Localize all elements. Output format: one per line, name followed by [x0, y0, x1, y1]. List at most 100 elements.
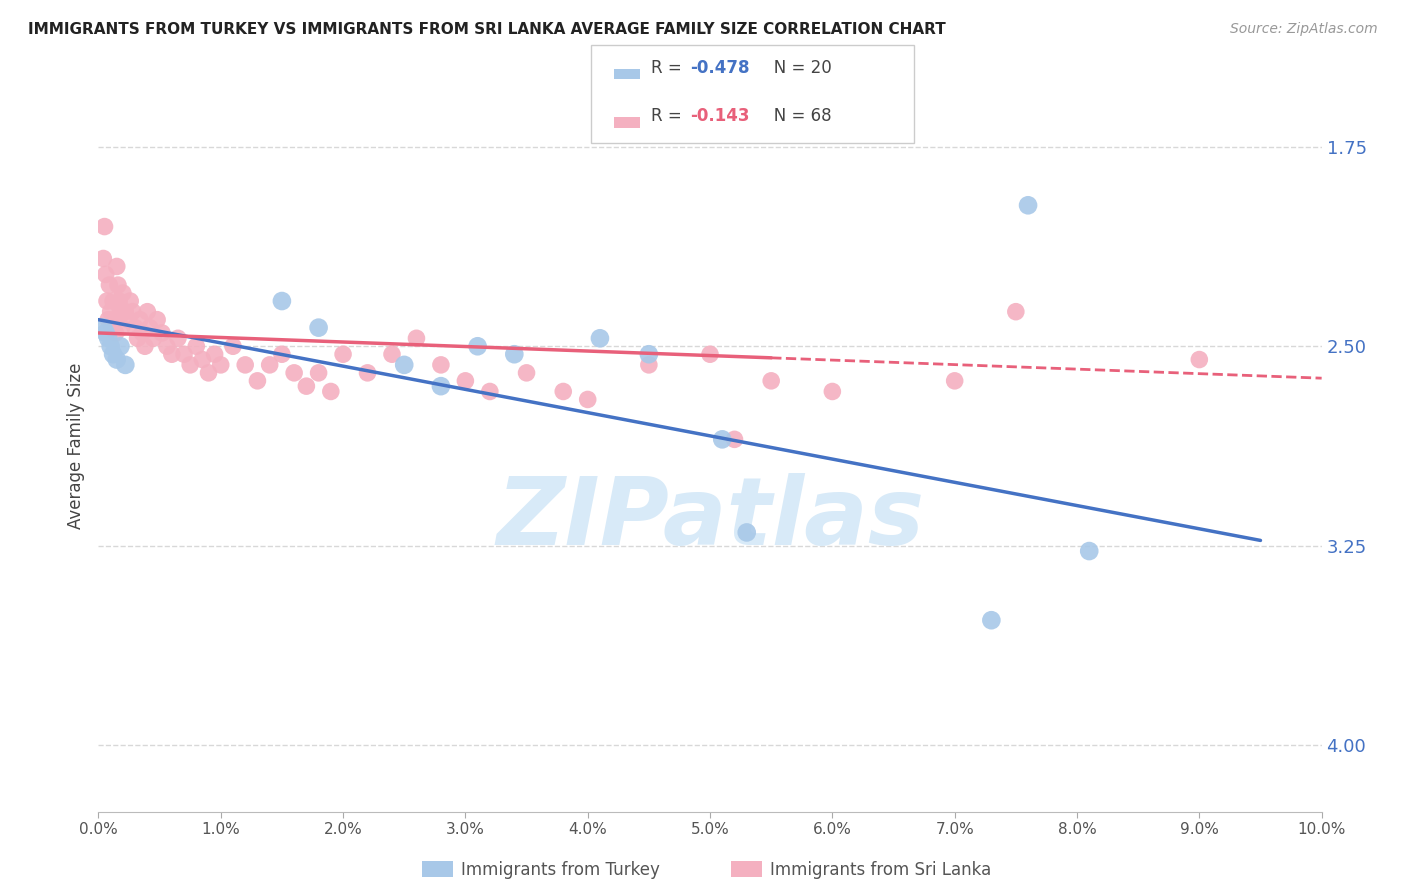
Point — [638, 347, 661, 361]
Text: Immigrants from Sri Lanka: Immigrants from Sri Lanka — [770, 861, 991, 879]
Point — [186, 339, 208, 353]
Point — [150, 326, 173, 340]
Point — [209, 358, 232, 372]
Text: N = 68: N = 68 — [758, 107, 831, 125]
Point — [107, 278, 129, 293]
Point — [711, 433, 734, 447]
Point — [503, 347, 526, 361]
Point — [101, 293, 124, 308]
Point — [283, 366, 305, 380]
Point — [121, 304, 143, 318]
Point — [139, 320, 162, 334]
Point — [94, 268, 117, 282]
Point — [114, 304, 136, 318]
Point — [173, 347, 195, 361]
Point — [142, 331, 165, 345]
Point — [100, 304, 122, 318]
Point — [114, 358, 136, 372]
Point — [156, 339, 179, 353]
Point — [295, 379, 318, 393]
Point — [1078, 544, 1101, 558]
Point — [308, 320, 330, 334]
Point — [167, 331, 190, 345]
Point — [91, 320, 114, 334]
Point — [98, 278, 121, 293]
Text: N = 20: N = 20 — [758, 59, 831, 77]
Text: Immigrants from Turkey: Immigrants from Turkey — [461, 861, 659, 879]
Point — [553, 384, 575, 399]
Point — [699, 347, 721, 361]
Point — [110, 339, 132, 353]
Point — [356, 366, 378, 380]
Point — [270, 293, 294, 308]
Point — [179, 358, 201, 372]
Point — [516, 366, 538, 380]
Text: -0.478: -0.478 — [690, 59, 749, 77]
Point — [332, 347, 354, 361]
Text: IMMIGRANTS FROM TURKEY VS IMMIGRANTS FROM SRI LANKA AVERAGE FAMILY SIZE CORRELAT: IMMIGRANTS FROM TURKEY VS IMMIGRANTS FRO… — [28, 22, 946, 37]
Point — [127, 331, 149, 345]
Point — [97, 331, 120, 345]
Text: R =: R = — [651, 107, 688, 125]
Point — [430, 379, 453, 393]
Text: ZIPatlas: ZIPatlas — [496, 473, 924, 566]
Point — [222, 339, 245, 353]
Point — [104, 326, 127, 340]
Point — [319, 384, 342, 399]
Point — [204, 347, 226, 361]
Point — [94, 326, 117, 340]
Point — [101, 347, 124, 361]
Point — [576, 392, 599, 407]
Point — [111, 286, 134, 301]
Point — [101, 320, 124, 334]
Point — [943, 374, 966, 388]
Point — [91, 252, 114, 266]
Point — [105, 352, 128, 367]
Point — [467, 339, 489, 353]
Point — [110, 304, 132, 318]
Point — [454, 374, 477, 388]
Point — [270, 347, 294, 361]
Point — [93, 219, 115, 234]
Point — [134, 339, 156, 353]
Point — [1004, 304, 1026, 318]
Point — [723, 433, 745, 447]
Point — [191, 352, 214, 367]
Point — [478, 384, 501, 399]
Point — [131, 326, 153, 340]
Point — [430, 358, 453, 372]
Point — [96, 293, 118, 308]
Point — [821, 384, 844, 399]
Point — [103, 312, 125, 326]
Point — [1017, 198, 1039, 212]
Point — [136, 304, 159, 318]
Point — [108, 293, 131, 308]
Point — [392, 358, 416, 372]
Point — [105, 260, 128, 274]
Point — [381, 347, 404, 361]
Y-axis label: Average Family Size: Average Family Size — [66, 363, 84, 529]
Point — [259, 358, 281, 372]
Point — [1188, 352, 1211, 367]
Point — [129, 312, 152, 326]
Point — [97, 312, 120, 326]
Point — [117, 312, 139, 326]
Point — [735, 525, 758, 540]
Point — [980, 613, 1002, 627]
Text: Source: ZipAtlas.com: Source: ZipAtlas.com — [1230, 22, 1378, 37]
Point — [638, 358, 661, 372]
Text: R =: R = — [651, 59, 688, 77]
Point — [120, 293, 142, 308]
Point — [233, 358, 256, 372]
Point — [308, 366, 330, 380]
Point — [589, 331, 612, 345]
Point — [197, 366, 219, 380]
Point — [111, 320, 134, 334]
Point — [246, 374, 269, 388]
Point — [100, 339, 122, 353]
Point — [761, 374, 783, 388]
Point — [124, 320, 146, 334]
Point — [160, 347, 183, 361]
Text: -0.143: -0.143 — [690, 107, 749, 125]
Point — [405, 331, 427, 345]
